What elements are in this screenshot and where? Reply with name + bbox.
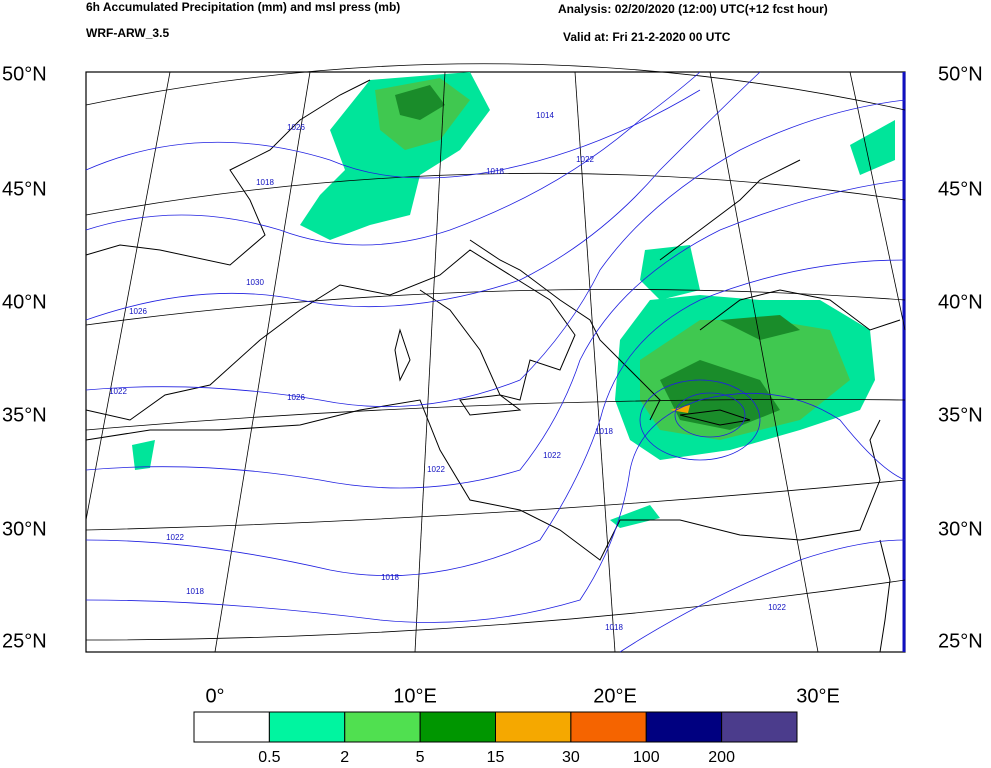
colorbar-label: 100 — [633, 749, 660, 766]
colorbar-label: 15 — [487, 749, 505, 766]
colorbar-box — [570, 711, 647, 743]
isobar-label: 1022 — [576, 155, 594, 164]
lat-label: 40°N — [938, 291, 983, 313]
graticule — [85, 63, 906, 653]
isobar-label: 1022 — [427, 465, 445, 474]
isobar-label: 1022 — [768, 603, 786, 612]
isobars — [85, 71, 906, 653]
isobar-label: 1026 — [129, 307, 147, 316]
lat-label: 30°N — [2, 518, 47, 540]
colorbar-box — [193, 711, 270, 743]
colorbar-box — [645, 711, 723, 743]
isobar-label: 1018 — [256, 178, 274, 187]
lat-label: 30°N — [938, 518, 983, 540]
isobar-label: 1022 — [166, 533, 184, 542]
colorbar-label: 2 — [340, 749, 349, 766]
isobar-label: 1026 — [287, 123, 305, 132]
lat-label: 50°N — [2, 63, 47, 85]
lat-label: 45°N — [2, 178, 47, 200]
lat-label: 25°N — [938, 630, 983, 652]
isobar-label: 1018 — [381, 573, 399, 582]
colorbar-box — [268, 711, 346, 743]
lon-label: 10°E — [393, 685, 437, 707]
isobar-label: 1018 — [595, 427, 613, 436]
isobar-label: 1022 — [543, 451, 561, 460]
colorbar-label: 200 — [708, 749, 735, 766]
lat-label: 40°N — [2, 291, 47, 313]
isobar-label: 1018 — [186, 587, 204, 596]
lon-label: 0° — [205, 685, 224, 707]
colorbar-box — [721, 711, 798, 743]
lat-label: 25°N — [2, 630, 47, 652]
isobar-label: 1018 — [486, 167, 504, 176]
lon-label: 30°E — [796, 685, 840, 707]
lat-label: 45°N — [938, 178, 983, 200]
model: WRF-ARW_3.5 — [86, 26, 169, 40]
colorbar-box — [344, 711, 421, 743]
isobar-label: 1022 — [109, 387, 127, 396]
colorbar-box — [495, 711, 572, 743]
lon-label: 20°E — [593, 685, 637, 707]
isobar-label: 1026 — [287, 393, 305, 402]
map — [85, 63, 906, 653]
analysis: Analysis: 02/20/2020 (12:00) UTC(+12 fcs… — [558, 2, 828, 16]
isobar-label: 1014 — [536, 111, 554, 120]
lat-label: 35°N — [2, 404, 47, 426]
colorbar-label: 0.5 — [258, 749, 280, 766]
coastlines — [85, 79, 901, 653]
title: 6h Accumulated Precipitation (mm) and ms… — [86, 0, 400, 14]
colorbar-label: 30 — [562, 749, 580, 766]
lat-label: 50°N — [938, 63, 983, 85]
isobar-label: 1030 — [246, 278, 264, 287]
colorbar-label: 5 — [416, 749, 425, 766]
lat-label: 35°N — [938, 404, 983, 426]
isobar-label: 1018 — [605, 623, 623, 632]
colorbar-box — [419, 711, 496, 743]
valid-time: Valid at: Fri 21-2-2020 00 UTC — [563, 30, 731, 44]
